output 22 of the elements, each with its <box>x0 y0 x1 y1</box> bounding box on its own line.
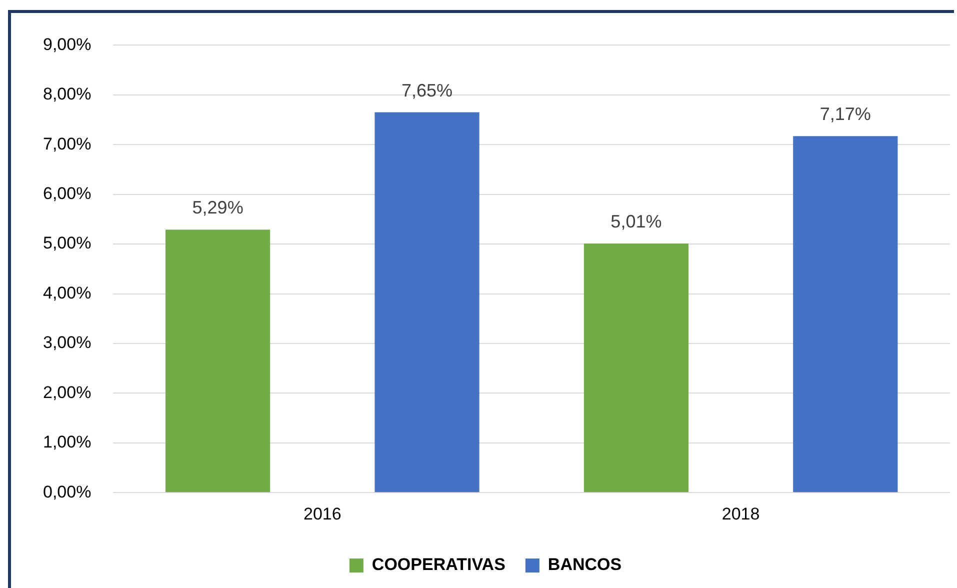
bar <box>584 244 688 492</box>
data-label: 7,65% <box>401 80 453 100</box>
y-tick-label: 1,00% <box>43 432 92 452</box>
data-label: 5,29% <box>192 198 244 218</box>
y-tick-label: 2,00% <box>43 382 92 402</box>
legend-label: COOPERATIVAS <box>372 555 506 574</box>
y-tick-label: 4,00% <box>43 283 92 302</box>
legend-label: BANCOS <box>548 555 622 574</box>
y-tick-label: 5,00% <box>43 234 92 253</box>
bar <box>166 230 270 492</box>
y-tick-label: 3,00% <box>43 333 92 352</box>
data-label: 7,17% <box>820 104 871 124</box>
x-tick-label: 2018 <box>722 504 760 524</box>
y-tick-label: 9,00% <box>43 34 92 54</box>
bar <box>374 112 480 492</box>
y-tick-label: 7,00% <box>43 134 92 154</box>
data-label: 5,01% <box>610 212 662 232</box>
y-tick-label: 0,00% <box>43 482 92 502</box>
y-tick-label: 8,00% <box>43 84 92 104</box>
bar <box>793 136 898 492</box>
y-tick-label: 6,00% <box>43 184 92 204</box>
x-tick-label: 2016 <box>303 504 342 524</box>
